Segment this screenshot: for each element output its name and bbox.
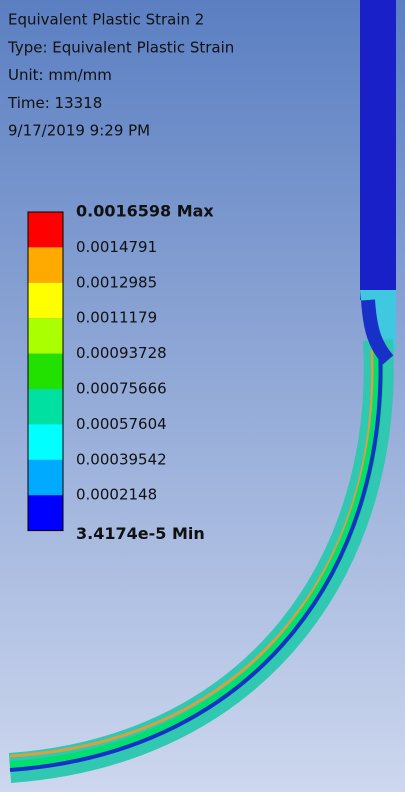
legend-band	[28, 495, 63, 530]
legend-band	[28, 212, 63, 247]
result-view: Equivalent Plastic Strain 2 Type: Equival…	[0, 0, 405, 792]
legend-band	[28, 389, 63, 424]
legend-label: 0.0011179	[76, 309, 157, 327]
legend-label: 0.0016598 Max	[76, 202, 214, 221]
legend-label: 0.00039542	[76, 450, 167, 468]
legend-label: 0.00057604	[76, 415, 167, 433]
legend-band	[28, 283, 63, 318]
header-line: Equivalent Plastic Strain 2	[8, 11, 204, 29]
legend-band	[28, 247, 63, 282]
header-line: Unit: mm/mm	[8, 66, 112, 84]
legend-band	[28, 460, 63, 495]
legend-label: 0.0012985	[76, 273, 157, 291]
legend-label: 0.0002148	[76, 486, 157, 504]
legend-label: 0.00075666	[76, 380, 167, 398]
header-line: 9/17/2019 9:29 PM	[8, 122, 150, 140]
legend-label: 0.00093728	[76, 344, 167, 362]
header-line: Type: Equivalent Plastic Strain	[7, 38, 234, 56]
legend-band	[28, 318, 63, 353]
legend-band	[28, 424, 63, 459]
header-line: Time: 13318	[7, 94, 102, 112]
legend-band	[28, 354, 63, 389]
legend-label: 0.0014791	[76, 238, 157, 256]
legend-label: 3.4174e-5 Min	[76, 524, 205, 543]
